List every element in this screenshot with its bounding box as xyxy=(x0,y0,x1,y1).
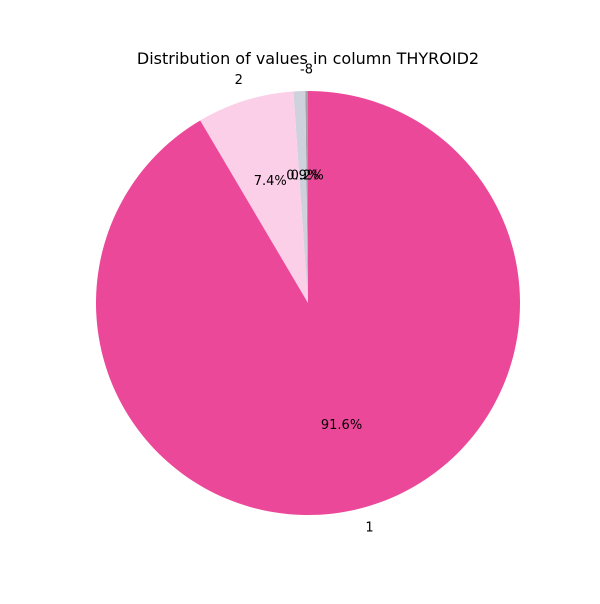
pie-labels: -8 0.2%0.9% 2 7.4% 1 91.6% xyxy=(235,62,374,535)
pie-slice xyxy=(305,91,308,303)
slice-percent-label: 7.4% xyxy=(254,174,287,189)
slice-percent-label: 91.6% xyxy=(321,418,362,433)
pie-slice xyxy=(293,91,308,303)
slice-percent-label: 0.2% xyxy=(291,168,324,183)
pie-slice xyxy=(96,91,521,515)
slice-label: 1 xyxy=(365,520,373,535)
slice-label: -8 xyxy=(300,62,313,77)
chart-title: Distribution of values in column THYROID… xyxy=(137,49,479,68)
pie-slice xyxy=(200,91,308,304)
pie-slices xyxy=(96,91,521,515)
slice-label: 2 xyxy=(235,73,243,88)
slice-percent-label: 0.9% xyxy=(286,168,319,183)
